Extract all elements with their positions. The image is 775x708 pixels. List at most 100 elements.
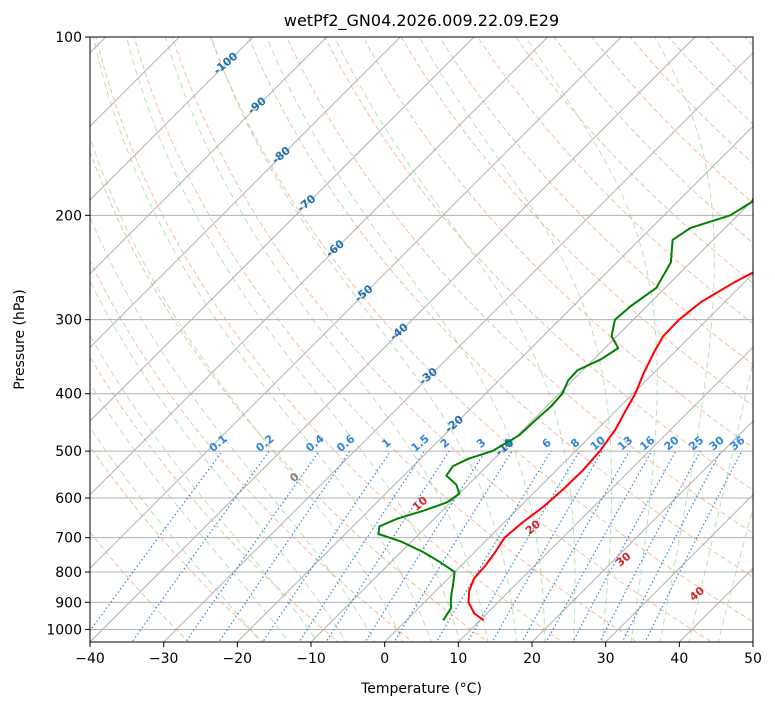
chart-title: wetPf2_GN04.2026.009.22.09.E29 — [284, 11, 559, 31]
moist-adiabat-line — [525, 37, 658, 642]
mixing-ratio-label: 1 — [379, 436, 393, 451]
y-tick-label: 1000 — [46, 622, 82, 638]
isotherm-line — [90, 37, 181, 128]
mixing-ratio-line — [435, 450, 552, 642]
isotherm-line — [310, 199, 753, 642]
dry-adiabat-line — [705, 37, 753, 86]
mixing-ratio-label: 36 — [728, 433, 748, 453]
dry-adiabat-line — [515, 37, 753, 284]
mixing-ratio-line — [644, 450, 743, 642]
mixing-ratio-line — [393, 450, 513, 642]
dry-adiabat-line — [756, 10, 775, 654]
mixing-ratio-label: 8 — [568, 436, 582, 451]
isotherm-line — [90, 37, 696, 642]
mixing-ratio-label: 25 — [686, 433, 706, 453]
y-tick-label: 700 — [55, 531, 82, 547]
x-axis-label: Temperature (°C) — [360, 681, 482, 697]
mixing-ratio-label: 3 — [474, 436, 488, 451]
x-tick-label: −20 — [223, 651, 253, 667]
mixing-ratio-line — [298, 450, 425, 642]
dry-adiabat-line — [133, 37, 638, 642]
mixing-ratio-line — [131, 450, 270, 642]
y-tick-label: 200 — [55, 208, 82, 224]
isotherm-line — [90, 37, 328, 275]
dry-adiabat-line — [171, 37, 713, 642]
mixing-ratio-line — [466, 450, 580, 642]
isotherm-line — [236, 125, 753, 642]
mixing-ratio-label: 2 — [438, 436, 452, 451]
mixing-ratio-line — [364, 450, 486, 642]
moist-adiabat-label: 10 — [410, 494, 430, 514]
dry-adiabat-line — [90, 150, 489, 642]
isotherm-line — [90, 37, 623, 570]
x-tick-label: −10 — [296, 651, 326, 667]
dewpoint-profile-line — [377, 197, 753, 621]
mixing-ratio-line — [325, 450, 450, 642]
mixing-ratio-line — [90, 450, 223, 632]
dry-adiabat-line — [209, 37, 753, 623]
mixing-ratio-line — [491, 450, 603, 642]
isotherm-line — [0, 10, 59, 654]
moist-adiabat-line — [92, 37, 432, 642]
y-tick-label: 400 — [55, 387, 82, 403]
x-axis: −40 −30 −20 −10 0 10 20 30 40 50 — [75, 642, 762, 667]
isotherm-line — [162, 51, 753, 642]
y-tick-label: 800 — [55, 565, 82, 581]
dry-adiabat-line — [90, 259, 414, 642]
dry-adiabat-line — [248, 37, 753, 578]
dry-adiabats — [90, 10, 775, 654]
x-tick-label: 0 — [380, 651, 389, 667]
profile-series — [377, 197, 753, 622]
x-tick-label: 30 — [597, 651, 615, 667]
mixing-ratio-lines — [90, 450, 743, 642]
moist-adiabat-line — [90, 426, 261, 642]
isotherm-line — [90, 37, 254, 201]
y-tick-label: 100 — [55, 30, 82, 46]
moist-adiabat-label: 0 — [287, 470, 301, 485]
isotherm-line — [531, 420, 753, 642]
mixing-ratio-line — [572, 450, 677, 642]
x-tick-label: −40 — [75, 651, 105, 667]
y-tick-label: 900 — [55, 595, 82, 611]
y-tick-label: 300 — [55, 313, 82, 329]
pressure-gridlines — [90, 37, 753, 630]
moist-adiabat-line — [90, 135, 404, 642]
mixing-ratio-line — [599, 450, 702, 642]
dry-adiabat-line — [95, 37, 564, 642]
mixing-ratio-line — [218, 450, 351, 642]
x-tick-label: 20 — [523, 651, 541, 667]
dry-adiabat-line — [286, 37, 753, 534]
moist-adiabat-line — [90, 382, 290, 642]
isotherm-line — [752, 641, 753, 642]
y-tick-label: 500 — [55, 444, 82, 460]
x-tick-label: 40 — [670, 651, 688, 667]
y-tick-label: 600 — [55, 491, 82, 507]
isotherm-line — [383, 272, 753, 642]
moist-adiabat-line — [688, 358, 753, 642]
dry-adiabat-line — [629, 37, 753, 165]
plot-area: 0.1 0.2 0.4 0.6 1 1.5 2 3 4 6 8 10 13 16 20 25 30 36-100-… — [0, 10, 775, 654]
moist-adiabat-label: 30 — [613, 549, 633, 569]
mixing-ratio-line — [621, 450, 722, 642]
isotherm-line — [678, 567, 753, 642]
y-axis: 1000 900 800 700 600 500 400 300 200 100 — [46, 30, 90, 638]
dry-adiabat-line — [744, 37, 753, 47]
moist-adiabat-label: 40 — [687, 584, 707, 604]
isotherm-line — [90, 37, 475, 422]
x-tick-label: 10 — [449, 651, 467, 667]
mixing-ratio-line — [545, 450, 653, 642]
moist-adiabat-line — [654, 37, 715, 642]
y-axis-label: Pressure (hPa) — [12, 289, 28, 389]
isopleth-labels: 0.1 0.2 0.4 0.6 1 1.5 2 3 4 6 8 10 13 16 20 25 30 36-100-… — [207, 49, 748, 603]
moist-adiabat-line — [90, 279, 347, 642]
dry-adiabat-line — [400, 37, 753, 407]
moist-adiabat-line — [90, 334, 319, 642]
moist-adiabat-line — [334, 37, 576, 642]
dry-adiabat-line — [90, 356, 340, 642]
moist-adiabat-line — [210, 37, 518, 642]
temperature-profile-line — [467, 271, 753, 622]
dry-adiabat-line — [90, 445, 265, 642]
isotherm-line — [90, 37, 549, 496]
x-tick-label: −30 — [149, 651, 179, 667]
mixing-ratio-line — [262, 450, 392, 642]
